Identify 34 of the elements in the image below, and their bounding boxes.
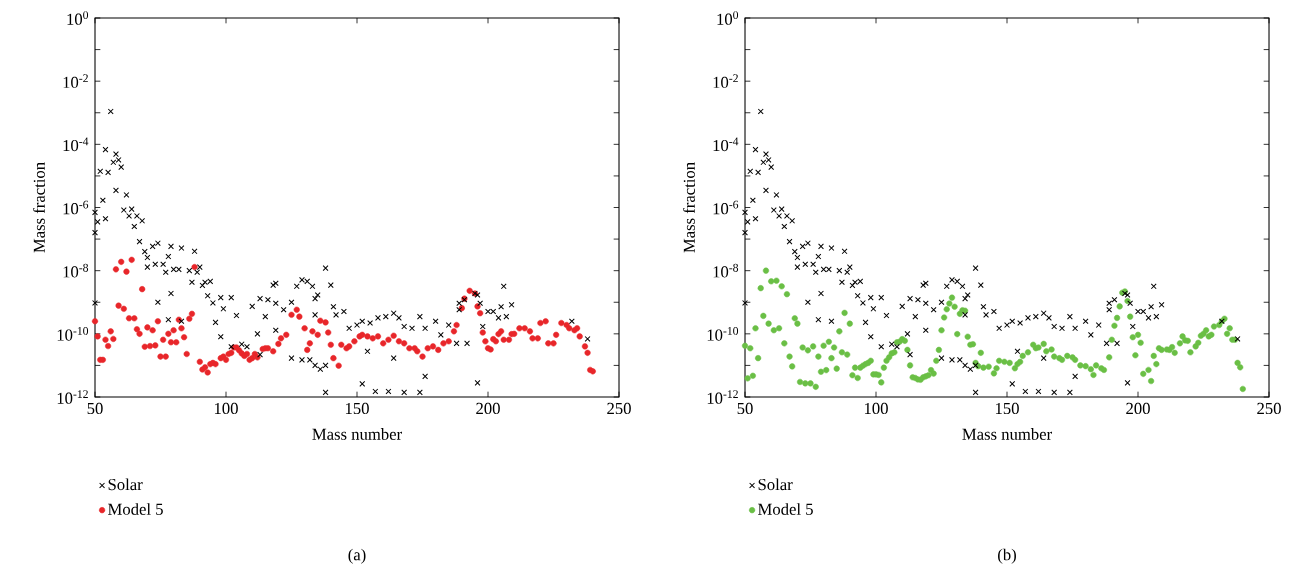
x-tick-label: 150 [345, 402, 369, 415]
legend-label: Solar [758, 478, 793, 491]
y-tick-label: 10$^{-6}$ [713, 200, 739, 215]
y-tick-label: 10$^{-8}$ [713, 263, 739, 278]
text: (b) [998, 548, 1016, 564]
y-tick-label: 10$^{-10}$ [707, 326, 739, 341]
x-tick-label: 100 [214, 402, 238, 415]
y-tick-label: 10$^{-6}$ [63, 200, 89, 215]
x-axis-title: Mass number [962, 428, 1052, 440]
y-tick-label: 10$^{-2}$ [713, 74, 738, 89]
y-tick-label: 10$^{-4}$ [63, 137, 89, 152]
text: (a) [348, 548, 366, 564]
y-axis-title: Mass fraction [683, 162, 695, 253]
y-tick-label: 10$^{-4}$ [713, 137, 739, 152]
y-tick-label: 10$^{-10}$ [57, 326, 89, 341]
y-tick-label: 10$^{-12}$ [707, 390, 738, 404]
x-tick-label: 200 [1126, 402, 1150, 415]
x-tick-label: 50 [737, 402, 753, 415]
y-tick-label: 10$^{0}$ [717, 11, 739, 25]
legend-label: Model 5 [108, 503, 163, 515]
y-tick-label: 10$^{-2}$ [63, 74, 88, 89]
y-axis-title: Mass fraction [33, 162, 45, 253]
x-tick-label: 250 [607, 402, 631, 415]
legend-label: Model 5 [758, 503, 813, 515]
legend-label: Solar [108, 478, 143, 491]
y-tick-label: 10$^{0}$ [67, 11, 89, 25]
x-tick-label: 100 [864, 402, 888, 415]
x-tick-label: 200 [476, 402, 500, 415]
x-tick-label: 50 [87, 402, 103, 415]
y-tick-label: 10$^{-12}$ [57, 390, 88, 404]
x-axis-title: Mass number [312, 428, 402, 440]
x-tick-label: 250 [1257, 402, 1281, 415]
x-tick-label: 150 [995, 402, 1019, 415]
y-tick-label: 10$^{-8}$ [63, 263, 89, 278]
